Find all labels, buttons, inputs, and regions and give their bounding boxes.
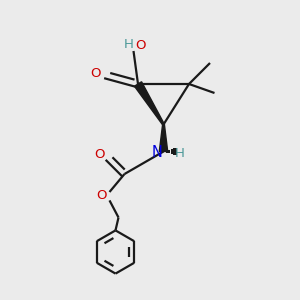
Polygon shape	[159, 124, 168, 152]
Text: O: O	[91, 67, 101, 80]
Text: N: N	[152, 145, 162, 160]
Polygon shape	[134, 82, 164, 125]
Text: O: O	[95, 148, 105, 161]
Text: H: H	[175, 146, 185, 160]
Text: H: H	[124, 38, 134, 51]
Text: O: O	[135, 39, 145, 52]
Text: O: O	[96, 188, 106, 202]
